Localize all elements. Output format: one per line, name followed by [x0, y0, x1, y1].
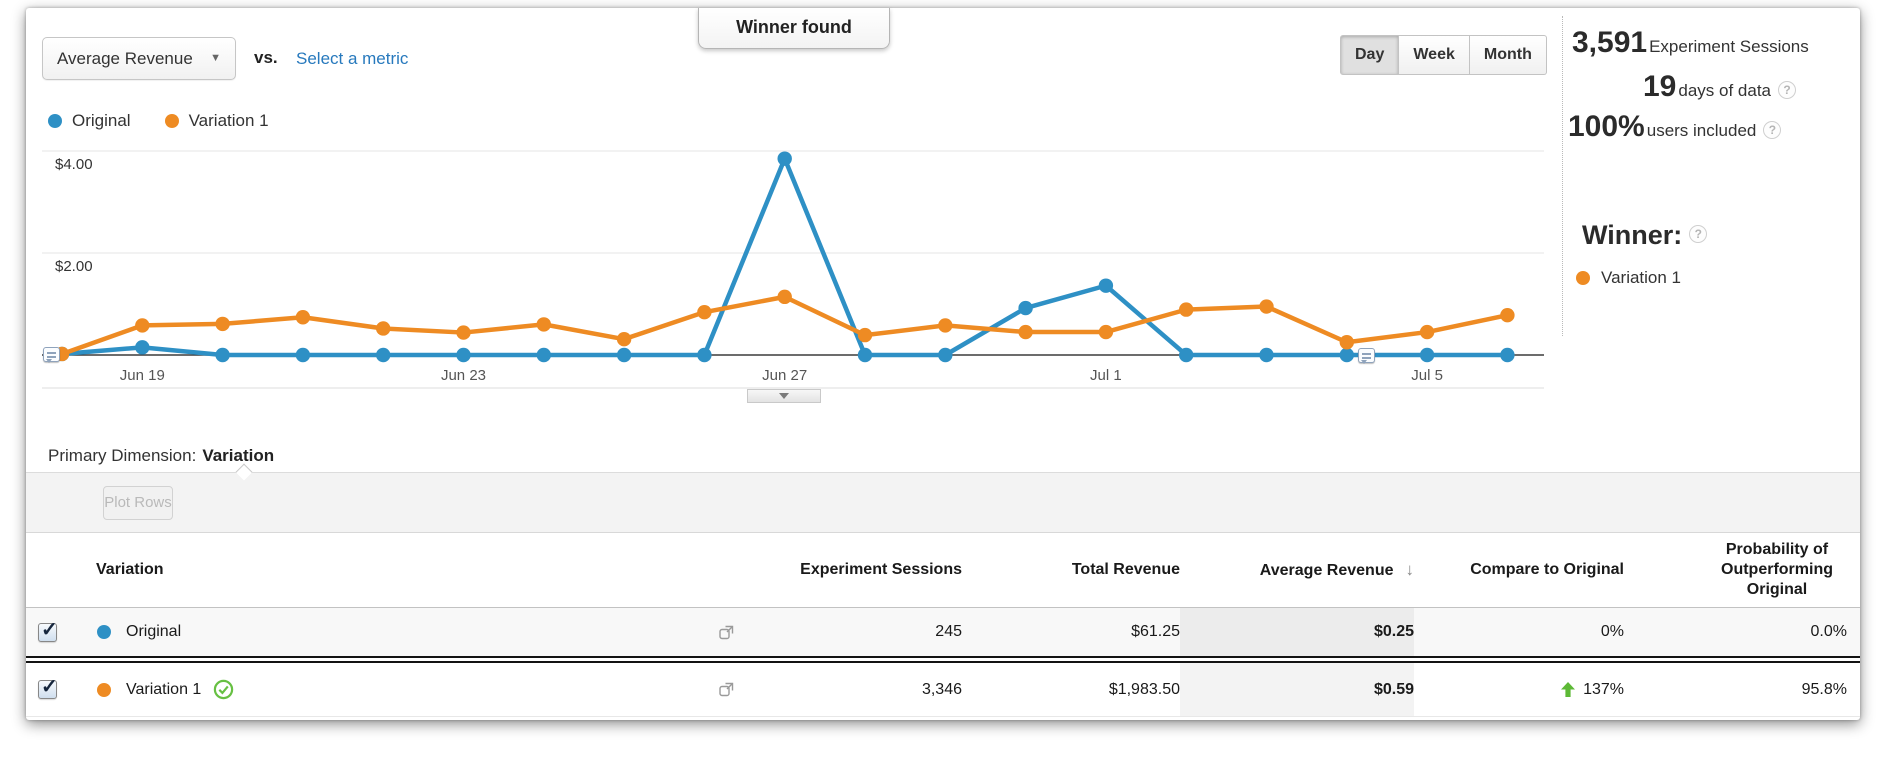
primary-dimension-label: Primary Dimension: [48, 446, 197, 465]
sort-descending-icon: ↓ [1405, 560, 1415, 579]
svg-text:Jun 27: Jun 27 [762, 367, 807, 384]
winner-check-icon [213, 679, 234, 700]
winner-section-title: Winner:? [1582, 220, 1708, 251]
variation-table: Variation Experiment Sessions Total Reve… [26, 533, 1860, 717]
winner-found-banner: Winner found [698, 8, 890, 49]
table-toolbar [26, 472, 1860, 533]
granularity-week-button[interactable]: Week [1399, 35, 1470, 75]
col-header-probability[interactable]: Probability of Outperforming Original [1721, 541, 1833, 598]
help-icon[interactable]: ? [1778, 81, 1796, 99]
variation-series-dot [97, 682, 111, 697]
svg-text:Jun 19: Jun 19 [120, 367, 165, 384]
cell-probability: 0.0% [1810, 623, 1847, 640]
primary-dimension-value[interactable]: Variation [202, 446, 275, 465]
annotation-bubble-icon[interactable] [1358, 348, 1375, 364]
stat-days-value: 19 [1643, 70, 1677, 103]
checkmark-icon: ✓ [41, 618, 58, 641]
col-header-total-revenue[interactable]: Total Revenue [1071, 561, 1180, 578]
timeseries-chart[interactable]: $4.00 $2.00 Jun 19 Jun 23 Jun 27 Jul 1 Jul 5 [26, 8, 1556, 418]
cell-sessions: 245 [935, 623, 962, 640]
stat-users: 100% users included? [1568, 110, 1782, 144]
original-series-dot [48, 114, 62, 128]
help-icon[interactable]: ? [1763, 121, 1782, 139]
svg-text:Jul 5: Jul 5 [1411, 367, 1443, 384]
winner-name: Variation 1 [1601, 268, 1682, 287]
open-report-icon[interactable] [718, 682, 734, 697]
cell-average-revenue: $0.59 [1180, 663, 1414, 716]
legend-item-original[interactable]: Original [48, 111, 131, 131]
legend-variation-label: Variation 1 [188, 111, 269, 130]
row-checkbox[interactable]: ✓ [38, 676, 58, 699]
open-report-icon[interactable] [718, 625, 734, 640]
plot-rows-button[interactable]: Plot Rows [103, 486, 173, 520]
col-header-average-revenue[interactable]: Average Revenue ↓ [1259, 560, 1415, 579]
granularity-month-button[interactable]: Month [1469, 35, 1547, 75]
table-row: ✓ Variation 1 3,346 $1,983.50 $0.59 137%… [26, 663, 1860, 717]
help-icon[interactable]: ? [1689, 225, 1708, 243]
row-checkbox[interactable]: ✓ [38, 619, 58, 642]
original-series-dot [97, 625, 111, 639]
svg-text:$4.00: $4.00 [55, 156, 93, 173]
table-header-row: Variation Experiment Sessions Total Reve… [26, 533, 1860, 608]
svg-text:Jun 23: Jun 23 [441, 367, 486, 384]
stat-users-label: users included [1646, 121, 1757, 140]
winner-entry: Variation 1 [1576, 268, 1681, 288]
legend-original-label: Original [72, 111, 131, 130]
winner-series-dot [1576, 271, 1590, 285]
granularity-switch: Day Week Month [1340, 35, 1547, 75]
svg-text:$2.00: $2.00 [55, 258, 93, 275]
select-metric-link[interactable]: Select a metric [296, 49, 409, 68]
variation-series-dot [164, 114, 179, 128]
row-variation-name[interactable]: Original [126, 623, 182, 640]
cell-compare: 137% [1414, 681, 1624, 699]
stats-panel-divider [1562, 16, 1563, 336]
cell-average-revenue: $0.25 [1180, 608, 1414, 656]
col-header-variation[interactable]: Variation [96, 561, 164, 578]
chart-legend: Original Variation 1 [48, 111, 303, 131]
table-row: ✓ Original 245 $61.25 $0.25 0% 0.0% [26, 608, 1860, 656]
chevron-down-icon [779, 393, 789, 404]
cell-total-revenue: $61.25 [1131, 623, 1180, 640]
cell-sessions: 3,346 [921, 680, 962, 698]
svg-text:Jul 1: Jul 1 [1090, 367, 1122, 384]
cell-total-revenue: $1,983.50 [1108, 680, 1180, 698]
stat-sessions-label: Experiment Sessions [1649, 37, 1809, 56]
checkmark-icon: ✓ [41, 676, 58, 698]
cell-probability: 95.8% [1801, 680, 1847, 698]
col-header-compare[interactable]: Compare to Original [1470, 561, 1624, 578]
vs-label: vs. [254, 48, 278, 67]
stat-users-value: 100% [1568, 110, 1645, 143]
up-arrow-icon [1561, 682, 1576, 697]
winner-separator [26, 656, 1860, 663]
col-header-sessions[interactable]: Experiment Sessions [800, 561, 962, 578]
metric-dropdown-value: Average Revenue [57, 49, 193, 68]
legend-item-variation-1[interactable]: Variation 1 [164, 111, 269, 131]
row-variation-name[interactable]: Variation 1 [126, 680, 202, 698]
granularity-day-button[interactable]: Day [1340, 35, 1400, 75]
stat-sessions: 3,591 Experiment Sessions [1572, 26, 1809, 60]
chart-expander-handle[interactable] [747, 389, 821, 403]
primary-dimension: Primary Dimension: Variation [48, 446, 274, 466]
stat-sessions-value: 3,591 [1572, 26, 1648, 59]
cell-compare: 0% [1600, 623, 1624, 640]
stat-days: 19 days of data? [1643, 70, 1796, 104]
annotation-bubble-icon[interactable] [43, 347, 60, 363]
chevron-down-icon: ▼ [210, 52, 221, 64]
experiment-card: Average Revenue ▼ vs. Select a metric Wi… [26, 8, 1860, 720]
metric-dropdown[interactable]: Average Revenue ▼ [42, 37, 236, 80]
stat-days-label: days of data [1678, 81, 1771, 100]
